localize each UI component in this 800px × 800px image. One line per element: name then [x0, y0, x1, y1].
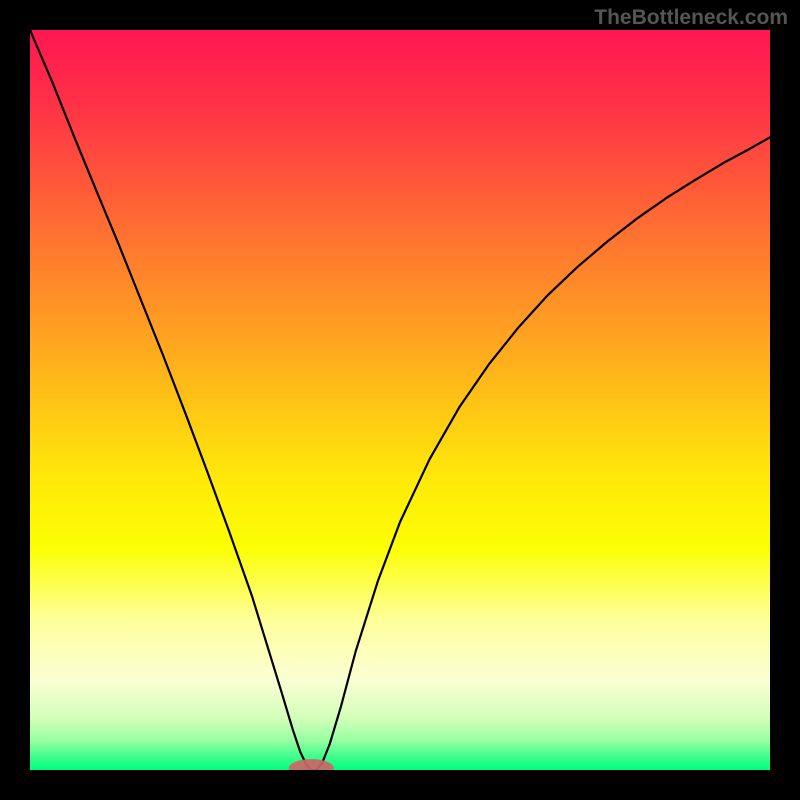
plot-background	[30, 30, 770, 770]
watermark-text: TheBottleneck.com	[594, 6, 788, 30]
plot-area	[30, 30, 770, 770]
optimum-marker	[289, 759, 333, 770]
plot-svg	[30, 30, 770, 770]
